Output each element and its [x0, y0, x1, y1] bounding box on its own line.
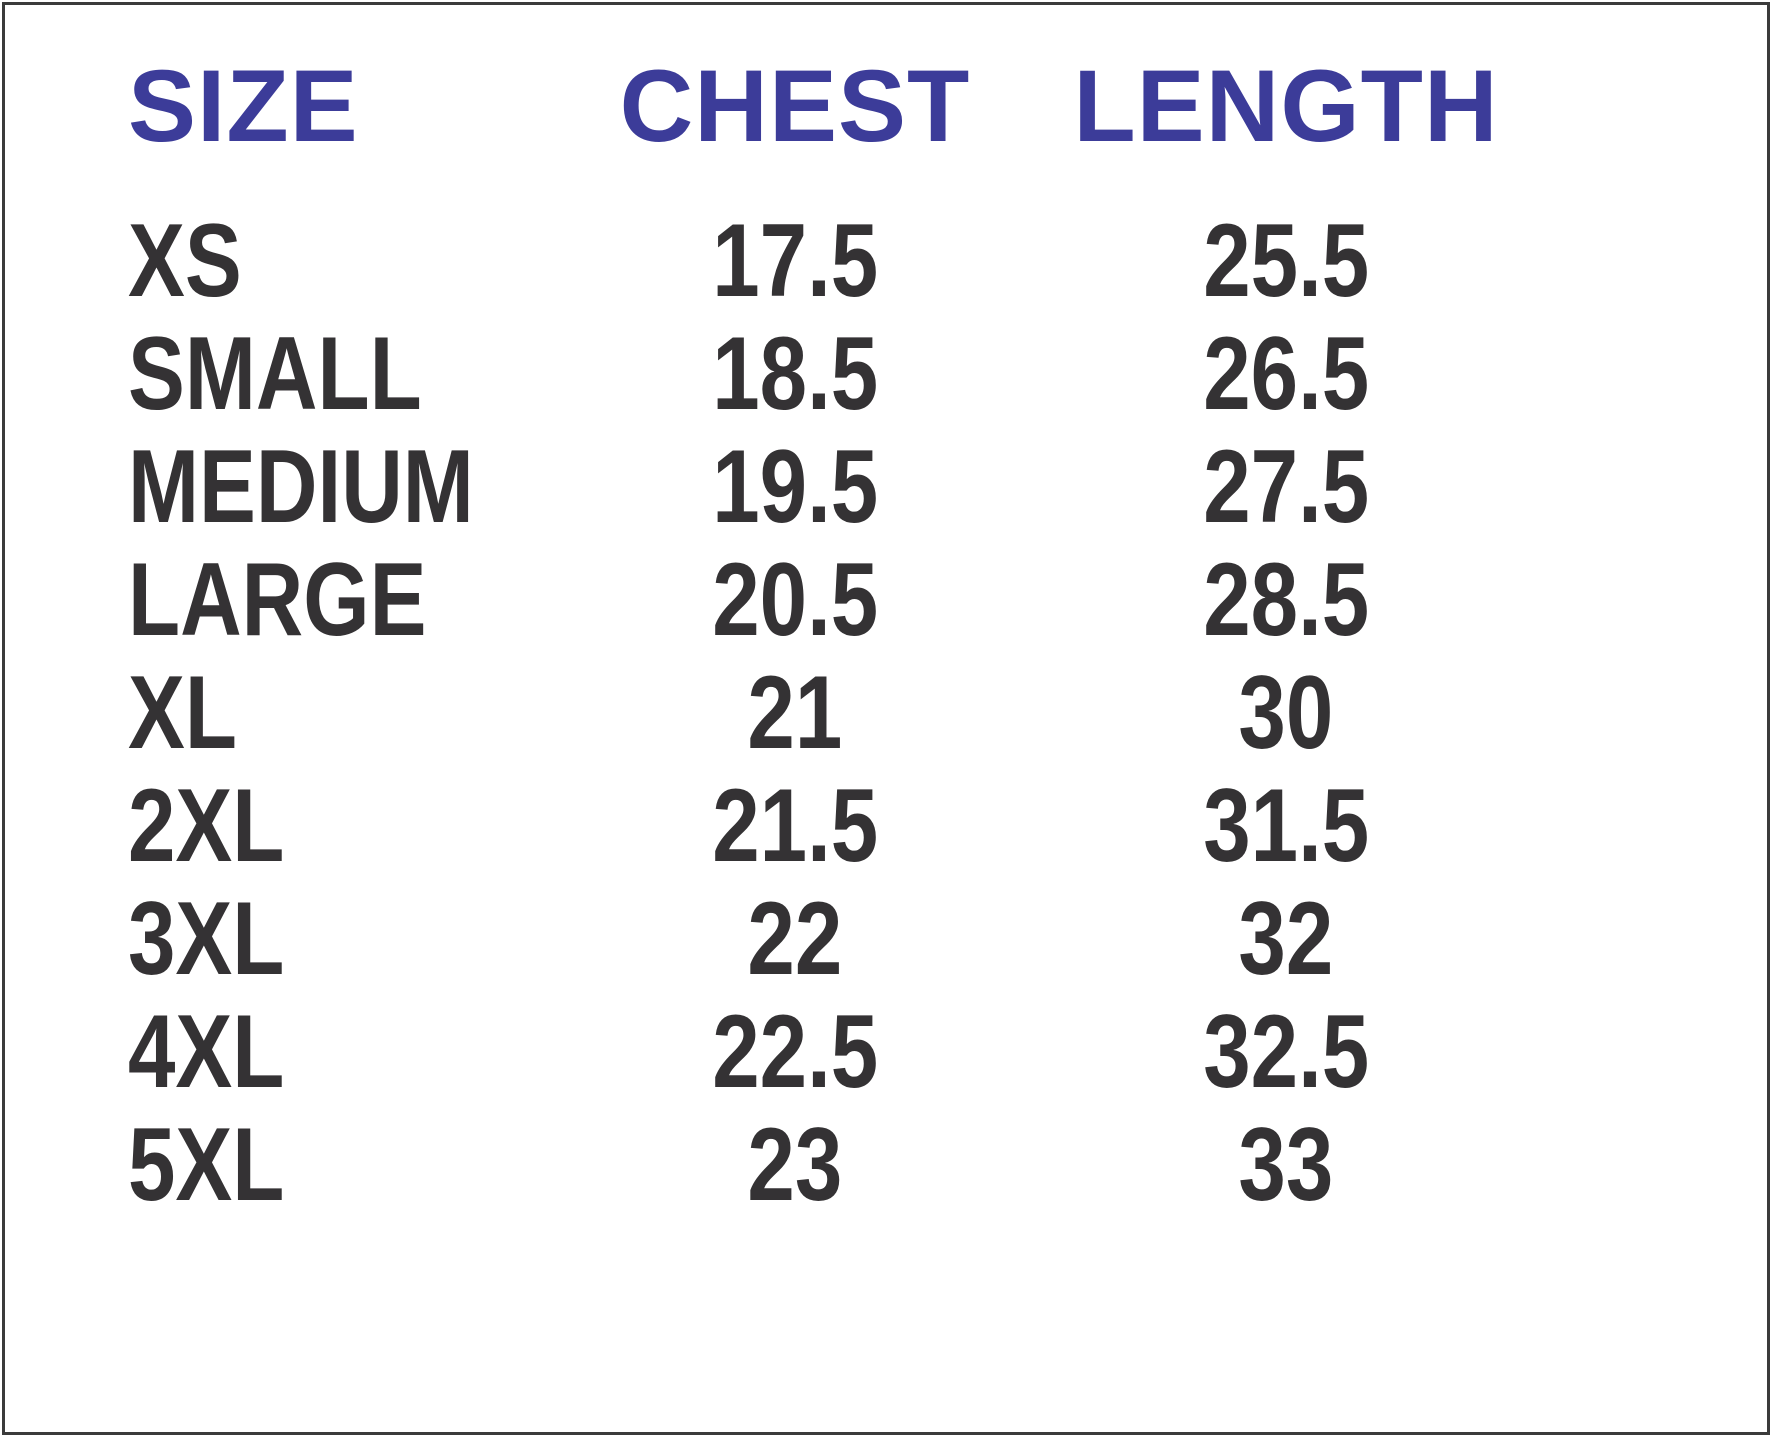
length-value: 28.5	[1202, 542, 1369, 658]
size-value: MEDIUM	[128, 429, 474, 545]
chest-value: 22	[747, 881, 843, 997]
length-value: 31.5	[1202, 768, 1369, 884]
column-header-size: SIZE	[128, 48, 570, 165]
chest-value: 21.5	[711, 768, 878, 884]
column-header-chest-label: CHEST	[619, 49, 971, 163]
table-row: LARGE 20.5 28.5	[128, 541, 1552, 658]
column-header-chest: CHEST	[570, 48, 1020, 165]
size-value: LARGE	[128, 542, 427, 658]
length-value: 26.5	[1202, 316, 1369, 432]
chest-value: 20.5	[711, 542, 878, 658]
size-value: 3XL	[128, 881, 285, 997]
table-row: 2XL 21.5 31.5	[128, 767, 1552, 884]
chest-value: 21	[747, 655, 843, 771]
table-row: 3XL 22 32	[128, 880, 1552, 997]
size-value: 5XL	[128, 1107, 285, 1223]
size-value: 4XL	[128, 994, 285, 1110]
chest-value: 22.5	[711, 994, 878, 1110]
column-header-length: LENGTH	[1020, 48, 1552, 165]
length-value: 33	[1238, 1107, 1334, 1223]
length-value: 27.5	[1202, 429, 1369, 545]
size-value: SMALL	[128, 316, 422, 432]
length-value: 32	[1238, 881, 1334, 997]
table-row: XL 21 30	[128, 654, 1552, 771]
length-value: 32.5	[1202, 994, 1369, 1110]
column-header-size-label: SIZE	[128, 49, 359, 163]
table-row: 4XL 22.5 32.5	[128, 993, 1552, 1110]
chest-value: 23	[747, 1107, 843, 1223]
table-header-row: SIZE CHEST LENGTH	[128, 48, 1552, 163]
chest-value: 19.5	[711, 429, 878, 545]
table-row: XS 17.5 25.5	[128, 202, 1552, 319]
table-row: MEDIUM 19.5 27.5	[128, 428, 1552, 545]
length-value: 30	[1238, 655, 1334, 771]
length-value: 25.5	[1202, 203, 1369, 319]
column-header-length-label: LENGTH	[1073, 49, 1499, 163]
chest-value: 17.5	[711, 203, 878, 319]
size-value: XL	[128, 655, 237, 771]
size-value: 2XL	[128, 768, 285, 884]
table-row: SMALL 18.5 26.5	[128, 315, 1552, 432]
size-value: XS	[128, 203, 242, 319]
size-table: SIZE CHEST LENGTH XS 17.5 25.5 SMALL 18.…	[128, 48, 1552, 1223]
chest-value: 18.5	[711, 316, 878, 432]
table-row: 5XL 23 33	[128, 1106, 1552, 1223]
